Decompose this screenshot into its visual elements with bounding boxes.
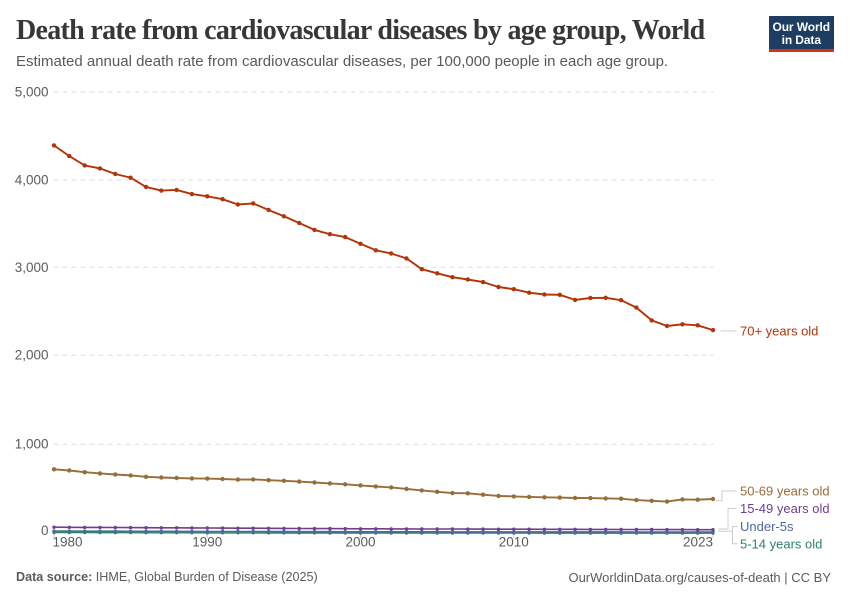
- svg-text:2000: 2000: [345, 535, 375, 550]
- svg-text:0: 0: [41, 523, 49, 538]
- svg-text:5-14 years old: 5-14 years old: [740, 536, 822, 551]
- svg-text:1990: 1990: [192, 535, 222, 550]
- svg-text:1980: 1980: [53, 535, 83, 550]
- svg-text:3,000: 3,000: [15, 260, 49, 275]
- svg-text:15-49 years old: 15-49 years old: [740, 501, 830, 516]
- svg-text:2023: 2023: [683, 535, 713, 550]
- svg-text:4,000: 4,000: [15, 172, 49, 187]
- svg-text:2010: 2010: [499, 535, 529, 550]
- svg-text:5,000: 5,000: [15, 84, 49, 99]
- svg-text:50-69 years old: 50-69 years old: [740, 484, 830, 499]
- svg-text:1,000: 1,000: [15, 437, 49, 452]
- svg-text:70+ years old: 70+ years old: [740, 324, 818, 339]
- svg-text:Under-5s: Under-5s: [740, 519, 794, 534]
- svg-text:2,000: 2,000: [15, 348, 49, 363]
